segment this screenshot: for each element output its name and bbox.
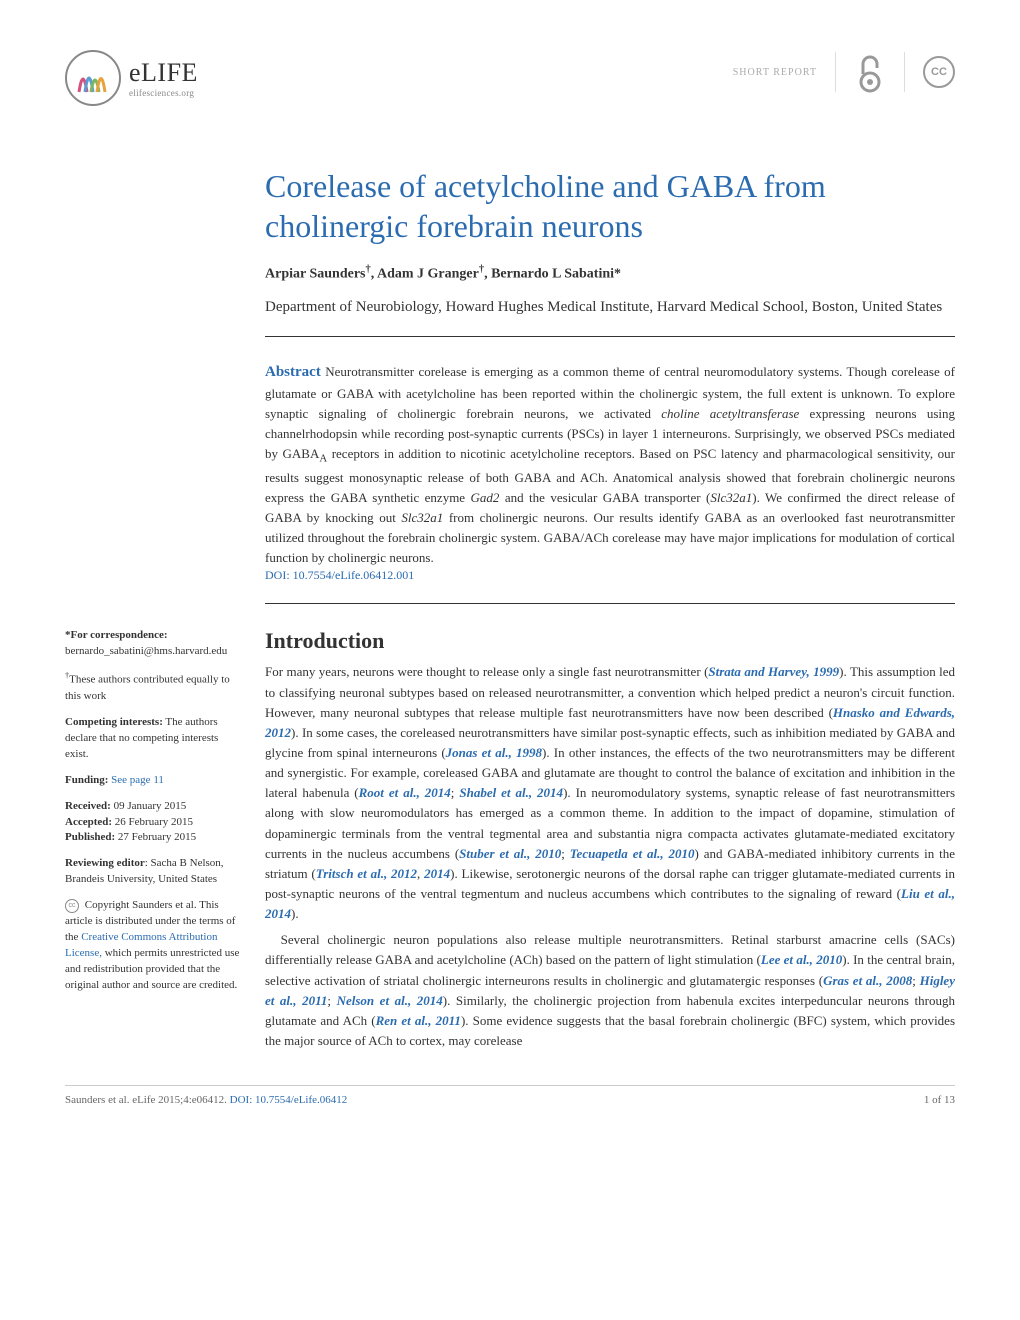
- article-title: Corelease of acetylcholine and GABA from…: [265, 166, 955, 246]
- logo-block: eLIFE elifesciences.org: [65, 50, 198, 106]
- footer-citation: Saunders et al. eLife 2015;4:e06412. DOI…: [65, 1094, 347, 1106]
- equal-contribution-note: †These authors contributed equally to th…: [65, 670, 241, 705]
- affiliation: Department of Neurobiology, Howard Hughe…: [265, 297, 955, 318]
- citation-link[interactable]: Ren et al., 2011: [376, 1013, 461, 1028]
- logo-text: eLIFE: [129, 58, 198, 88]
- divider: [265, 603, 955, 604]
- funding-link[interactable]: See page 11: [108, 774, 164, 786]
- page-number: 1 of 13: [924, 1094, 955, 1106]
- citation-link[interactable]: Hnasko and Edwards, 2012: [265, 705, 955, 740]
- logo-url[interactable]: elifesciences.org: [129, 88, 198, 98]
- cc-badge-icon: cc: [65, 899, 79, 913]
- cc-license-icon[interactable]: CC: [923, 56, 955, 88]
- abstract-body: Neurotransmitter corelease is emerging a…: [265, 364, 955, 566]
- citation-link[interactable]: Liu et al., 2014: [265, 886, 955, 921]
- footer-doi-link[interactable]: DOI: 10.7554/eLife.06412: [230, 1094, 348, 1106]
- intro-paragraph-2: Several cholinergic neuron populations a…: [265, 930, 955, 1051]
- elife-logo-icon: [65, 50, 121, 106]
- citation-link[interactable]: Jonas et al., 1998: [446, 745, 542, 760]
- accepted-label: Accepted:: [65, 816, 112, 828]
- citation-link[interactable]: Tritsch et al., 2012: [316, 866, 417, 881]
- page-header: eLIFE elifesciences.org SHORT REPORT CC: [65, 50, 955, 106]
- introduction-heading: Introduction: [265, 628, 955, 654]
- correspondence-label: *For correspondence:: [65, 629, 168, 641]
- authors-line: Arpiar Saunders†, Adam J Granger†, Berna…: [265, 264, 955, 283]
- published-date: 27 February 2015: [115, 831, 196, 843]
- main-content: Introduction For many years, neurons wer…: [265, 628, 955, 1057]
- report-type-label: SHORT REPORT: [733, 67, 817, 78]
- received-date: 09 January 2015: [111, 800, 186, 812]
- header-right: SHORT REPORT CC: [733, 50, 955, 94]
- abstract-block: Abstract Neurotransmitter corelease is e…: [265, 361, 955, 584]
- citation-link[interactable]: Gras et al., 2008: [823, 973, 912, 988]
- open-access-icon: [854, 50, 886, 94]
- page-footer: Saunders et al. eLife 2015;4:e06412. DOI…: [65, 1085, 955, 1106]
- divider: [265, 336, 955, 337]
- funding-label: Funding:: [65, 774, 108, 786]
- intro-paragraph-1: For many years, neurons were thought to …: [265, 662, 955, 924]
- received-label: Received:: [65, 800, 111, 812]
- citation-link[interactable]: Nelson et al., 2014: [337, 993, 443, 1008]
- competing-interests-label: Competing interests:: [65, 716, 163, 728]
- citation-link[interactable]: Root et al., 2014: [359, 785, 451, 800]
- citation-link[interactable]: Stuber et al., 2010: [459, 846, 561, 861]
- divider: [904, 52, 905, 92]
- citation-link[interactable]: Lee et al., 2010: [761, 952, 842, 967]
- sidebar-metadata: *For correspondence: bernardo_sabatini@h…: [65, 628, 241, 1057]
- citation-link[interactable]: 2014: [424, 866, 450, 881]
- abstract-doi-link[interactable]: DOI: 10.7554/eLife.06412.001: [265, 568, 955, 583]
- citation-link[interactable]: Tecuapetla et al., 2010: [570, 846, 695, 861]
- accepted-date: 26 February 2015: [112, 816, 193, 828]
- citation-link[interactable]: Shabel et al., 2014: [459, 785, 563, 800]
- abstract-label: Abstract: [265, 364, 321, 380]
- published-label: Published:: [65, 831, 115, 843]
- correspondence-email[interactable]: bernardo_sabatini@hms.harvard.edu: [65, 645, 227, 657]
- reviewing-editor-label: Reviewing editor: [65, 857, 145, 869]
- citation-link[interactable]: Strata and Harvey, 1999: [708, 664, 839, 679]
- divider: [835, 52, 836, 92]
